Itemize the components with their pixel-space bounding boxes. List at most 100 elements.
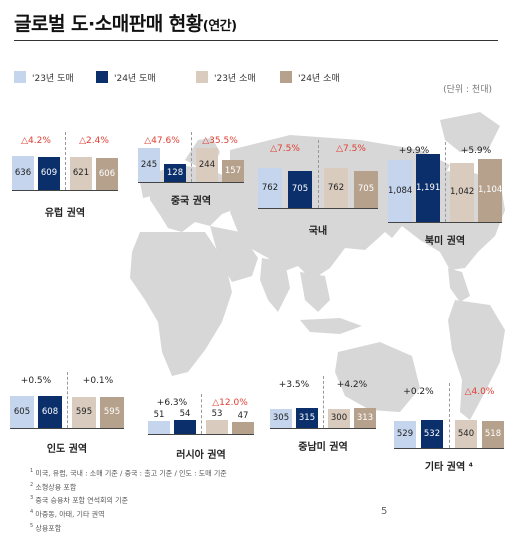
chart-panel: 1,084 1,191 1,042 1,104: [388, 142, 502, 223]
bar: 609: [38, 157, 60, 190]
bar: 518: [482, 421, 504, 448]
chart-panel: 51 54 53 47: [148, 354, 254, 435]
bar: 606: [96, 158, 118, 190]
bar: 313: [354, 408, 376, 428]
bar: 1,191: [416, 154, 440, 222]
bar-value-label: 315: [298, 413, 316, 423]
panel-divider: [67, 372, 68, 428]
page-subtitle: (연간): [202, 19, 237, 34]
footnotes: 1 미국, 유럽, 국내 : 소매 기준 / 중국 : 출고 기준 / 인도 :…: [30, 466, 227, 535]
region-label: 유럽 권역: [44, 208, 86, 219]
bar: 244: [196, 148, 218, 182]
panel-divider: [323, 376, 324, 428]
bar: 1,042: [450, 163, 474, 222]
retail-change: △12.0%: [212, 398, 248, 408]
bar-value-label: 305: [272, 413, 290, 423]
bar: 595: [100, 397, 124, 428]
bar-value-label: 47: [237, 411, 249, 421]
bar-value-label: 595: [75, 407, 93, 417]
bar-value-label: 1,084: [388, 186, 413, 196]
title-divider: [14, 40, 498, 41]
region-label: 인도 권역: [46, 444, 88, 455]
bar: 529: [394, 421, 416, 448]
bar-value-label: 300: [330, 413, 348, 423]
panel-baseline: [388, 222, 502, 223]
retail-change: △7.5%: [336, 144, 366, 154]
bar: 595: [72, 397, 96, 428]
legend-swatch: [196, 71, 208, 83]
page-number: 5: [381, 506, 388, 517]
bar-value-label: 245: [140, 160, 158, 170]
bar-value-label: 540: [457, 429, 475, 439]
bar-value-label: 705: [357, 184, 375, 194]
bar: 762: [258, 168, 282, 208]
bar: 1,104: [478, 159, 502, 222]
legend-item-23-retail: '23년 소매: [196, 70, 256, 84]
bar-value-label: 608: [41, 407, 59, 417]
chart-panel: 529 532 540 518: [394, 368, 504, 449]
bar: 157: [222, 160, 244, 182]
bar-value-label: 705: [291, 184, 309, 194]
bar-value-label: 636: [14, 168, 32, 178]
panel-divider: [449, 383, 450, 448]
legend-swatch: [280, 71, 292, 83]
bar-value-label: 1,042: [450, 187, 475, 197]
region-label: 중남미 권역: [298, 442, 348, 453]
retail-change: +0.1%: [82, 376, 114, 386]
bar: 54: [174, 409, 196, 434]
wholesale-change: +6.3%: [156, 398, 188, 408]
bar: 1,084: [388, 160, 412, 222]
wholesale-change: +3.5%: [278, 380, 310, 390]
bar: 636: [12, 156, 34, 190]
bar: 532: [421, 420, 443, 448]
region-label: 러시아 권역: [176, 450, 226, 461]
bar: 305: [270, 409, 292, 428]
bar-value-label: 762: [327, 183, 345, 193]
bar: 608: [38, 396, 62, 428]
bar: 315: [296, 408, 318, 428]
legend-swatch: [96, 71, 108, 83]
chart-panel: 762 705 762 705: [258, 128, 378, 209]
bar: 51: [148, 410, 170, 434]
bar-value-label: 529: [396, 429, 414, 439]
unit-label: (단위 : 천대): [443, 85, 492, 95]
panel-baseline: [258, 208, 378, 209]
chart-panel: 605 608 595 595: [10, 348, 124, 429]
bar: 705: [288, 171, 312, 208]
chart-panel: 245 128 244 157: [138, 102, 244, 183]
footnote-4: 4 아중동, 아태, 기타 권역: [30, 509, 105, 519]
legend-label: '24년 소매: [298, 73, 340, 84]
chart-panel: 305 315 300 313: [270, 348, 376, 429]
bar: 621: [70, 157, 92, 190]
wholesale-change: +0.2%: [403, 387, 434, 397]
page-title: 글로벌 도·소매판매 현황(연간): [14, 13, 237, 35]
chart-legend: '23년 도매 '24년 도매 '23년 소매 '24년 소매: [14, 70, 414, 84]
bar-value-label: 244: [198, 160, 216, 170]
region-label: 국내: [308, 226, 328, 237]
retail-change: +5.9%: [460, 146, 492, 156]
footnote-1: 1 미국, 유럽, 국내 : 소매 기준 / 중국 : 출고 기준 / 인도 :…: [30, 468, 227, 478]
bar-value-label: 532: [423, 429, 441, 439]
bar: 53: [206, 409, 228, 434]
panel-baseline: [138, 182, 244, 183]
panel-baseline: [270, 428, 376, 429]
retail-change: △4.0%: [464, 387, 495, 397]
bar-value-label: 128: [166, 168, 184, 178]
bar-value-label: 605: [13, 407, 31, 417]
bar-value-label: 762: [261, 183, 279, 193]
bar: 762: [324, 168, 348, 208]
bar-value-label: 606: [98, 169, 116, 179]
panel-divider: [65, 132, 66, 190]
wholesale-change: +9.9%: [398, 146, 430, 156]
footnote-3: 3 중국 승용차 포함 연석회의 기준: [30, 495, 129, 505]
bar: 705: [354, 171, 378, 208]
wholesale-change: △4.2%: [21, 136, 51, 146]
wholesale-change: △7.5%: [270, 144, 300, 154]
legend-label: '23년 도매: [32, 73, 74, 84]
footnote-2: 2 소형상용 포함: [30, 481, 77, 492]
region-label: 북미 권역: [424, 236, 466, 247]
region-label: 기타 권역 ⁴: [424, 462, 474, 473]
legend-item-23-wholesale: '23년 도매: [14, 70, 74, 84]
legend-item-24-retail: '24년 소매: [280, 70, 340, 84]
